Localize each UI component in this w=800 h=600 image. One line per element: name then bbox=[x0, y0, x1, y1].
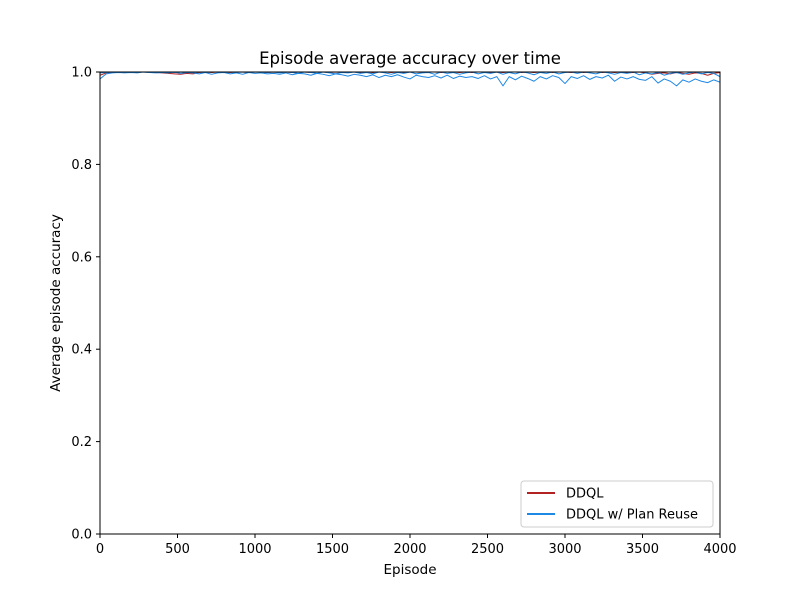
y-tick-label: 0.4 bbox=[71, 343, 92, 358]
series-line-1 bbox=[99, 71, 721, 87]
plot-frame bbox=[99, 71, 721, 535]
y-tick-label: 0.6 bbox=[71, 250, 92, 265]
x-tick-label: 3500 bbox=[626, 542, 659, 557]
legend-box bbox=[520, 480, 714, 528]
y-tick-label: 1.0 bbox=[71, 66, 92, 81]
x-tick-label: 500 bbox=[165, 542, 190, 557]
series-layer bbox=[99, 71, 721, 87]
y-axis-ticks: 0.0 0.2 0.4 0.6 0.8 1.0 bbox=[71, 66, 100, 543]
x-axis-label: Episode bbox=[383, 562, 436, 578]
x-tick-label: 4000 bbox=[703, 542, 736, 557]
y-tick-label: 0.2 bbox=[71, 435, 92, 450]
legend-label-ddql-plan-reuse: DDQL w/ Plan Reuse bbox=[566, 508, 698, 523]
x-tick-label: 3000 bbox=[548, 542, 581, 557]
x-tick-label: 0 bbox=[96, 542, 104, 557]
legend-label-ddql: DDQL bbox=[566, 487, 604, 502]
y-tick-label: 0.0 bbox=[71, 528, 92, 543]
x-tick-label: 2500 bbox=[471, 542, 504, 557]
chart-title: Episode average accuracy over time bbox=[259, 49, 561, 68]
x-tick-label: 2000 bbox=[393, 542, 426, 557]
plot-area bbox=[99, 71, 721, 535]
x-tick-label: 1000 bbox=[238, 542, 271, 557]
y-axis-label: Average episode accuracy bbox=[48, 214, 64, 392]
x-tick-label: 1500 bbox=[316, 542, 349, 557]
x-axis-ticks: 0 500 1000 1500 2000 2500 3000 3500 4000 bbox=[96, 534, 737, 557]
legend: DDQL DDQL w/ Plan Reuse bbox=[520, 480, 714, 528]
y-tick-label: 0.8 bbox=[71, 158, 92, 173]
